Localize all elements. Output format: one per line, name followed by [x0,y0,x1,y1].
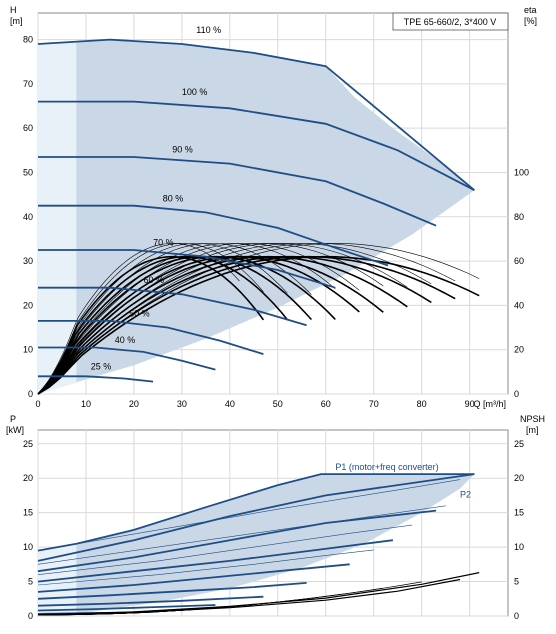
head-curve [38,320,264,355]
head-curve-label: 80 % [163,193,184,203]
bottom-npsh-tick-label: 15 [514,508,524,518]
chart-title-box [392,12,509,31]
bottom-npsh-tick-label: 10 [514,542,524,552]
efficiency-curve-bold [37,255,336,395]
head-curve-label: 25 % [91,362,112,372]
efficiency-curve-bold [37,255,360,395]
head-curve-label: 90 % [172,145,193,155]
bottom-npsh-axis-unit: [m] [526,425,539,435]
efficiency-curve-thin [37,243,240,395]
power-curve [37,473,475,562]
p1-curve-thin [37,505,446,565]
npsh-curve [37,578,461,616]
efficiency-curve-thin [37,243,384,395]
head-curve [38,249,336,289]
top-x-tick-label: 0 [35,399,40,409]
top-y-tick-label: 40 [23,212,33,222]
head-curve-label: 40 % [115,335,136,345]
efficiency-curve-thin [37,243,312,395]
bottom-y-tick-label: 20 [23,473,33,483]
chart-title: TPE 65-660/2, 3*400 V [404,17,497,27]
head-curve-label: 60 % [144,275,165,285]
top-eta-tick-label: 100 [514,167,529,177]
top-region-light-strip [38,41,77,395]
top-x-axis-label: Q [m³/h] [473,399,506,409]
top-x-tick-label: 50 [273,399,283,409]
p1-curve-thin [37,479,461,551]
head-curve-label: 100 % [182,87,208,97]
top-x-tick-label: 70 [369,399,379,409]
head-curve-label: 70 % [153,238,174,248]
bottom-npsh-tick-label: 0 [514,611,519,621]
power-annotation: P2 [460,490,471,500]
power-curve [37,539,394,583]
bottom-operating-region [38,474,475,616]
efficiency-curve-thin [37,243,408,395]
top-eta-tick-label: 0 [514,389,519,399]
top-x-tick-label: 20 [129,399,139,409]
head-curve-label: 110 % [196,25,221,35]
head-curve-label: 50 % [129,308,150,318]
head-curve [37,38,475,191]
bottom-y-axis-unit: [kW] [6,425,24,435]
efficiency-curve-bold [37,255,265,395]
top-x-tick-label: 40 [225,399,235,409]
top-y-tick-label: 70 [23,79,33,89]
bottom-npsh-tick-label: 5 [514,577,519,587]
power-annotation: P1 (motor+freq converter) [335,462,438,472]
top-eta-axis-unit: [%] [524,16,537,26]
p1-outline-curve [37,473,475,552]
top-eta-tick-label: 80 [514,212,524,222]
power-curve [37,582,307,600]
top-y-tick-label: 0 [28,389,33,399]
head-curve [38,156,437,227]
head-curve [38,100,475,191]
top-x-tick-label: 30 [177,399,187,409]
top-x-tick-label: 90 [465,399,475,409]
bottom-y-tick-label: 25 [23,439,33,449]
top-y-axis-label: H [10,5,17,15]
efficiency-curve-bold [37,255,312,395]
top-eta-axis-label: eta [524,5,537,15]
bottom-y-tick-label: 10 [23,542,33,552]
efficiency-curve-bold [37,255,480,395]
top-y-tick-label: 30 [23,256,33,266]
top-x-tick-label: 60 [321,399,331,409]
top-eta-tick-label: 40 [514,300,524,310]
top-eta-tick-label: 20 [514,345,524,355]
top-x-tick-label: 80 [417,399,427,409]
power-curve [37,509,437,573]
bottom-npsh-tick-label: 25 [514,439,524,449]
npsh-curve-thin [37,581,422,616]
efficiency-curve-bold [37,255,384,395]
top-x-tick-label: 10 [81,399,91,409]
top-y-tick-label: 60 [23,123,33,133]
head-curve [38,375,154,383]
head-curve [38,346,216,371]
power-curve [37,604,216,612]
power-curve [37,563,350,593]
top-y-tick-label: 80 [23,35,33,45]
bottom-y-axis-label: P [10,414,16,424]
efficiency-curve-bold [37,255,408,395]
p1-curve-thin [37,524,413,575]
p1-curve-thin [37,549,374,586]
top-y-tick-label: 50 [23,167,33,177]
efficiency-curve-bold [37,255,289,395]
head-curve [38,286,307,327]
bottom-npsh-tick-label: 20 [514,473,524,483]
top-y-tick-label: 10 [23,345,33,355]
top-y-tick-label: 20 [23,300,33,310]
top-y-axis-unit: [m] [10,16,23,26]
top-eta-tick-label: 60 [514,256,524,266]
head-curve [38,204,389,267]
bottom-y-tick-label: 15 [23,508,33,518]
power-curve [37,595,264,607]
bottom-npsh-axis-label: NPSH [520,414,545,424]
bottom-y-tick-label: 0 [28,611,33,621]
bottom-y-tick-label: 5 [28,577,33,587]
